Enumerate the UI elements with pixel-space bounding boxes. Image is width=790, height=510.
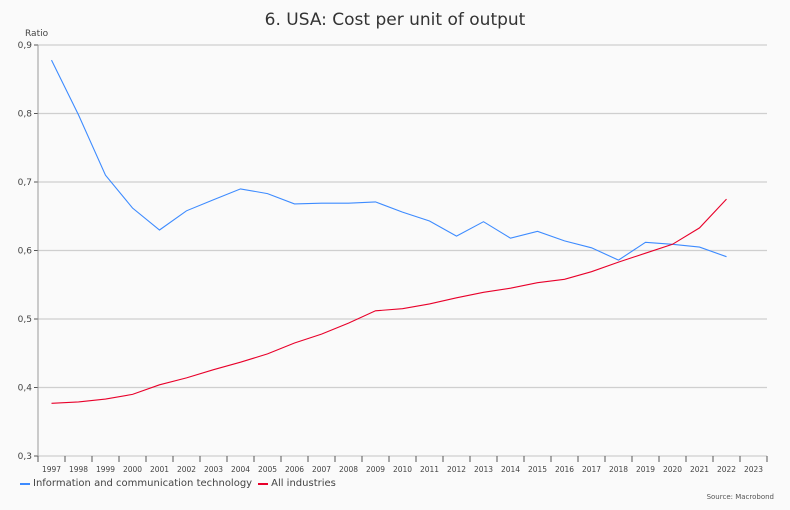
y-tick-label: 0,4 <box>18 384 33 394</box>
legend-label-all-industries: All industries <box>271 478 336 489</box>
legend-item-all-industries: All industries <box>258 478 336 489</box>
x-tick-label: 2011 <box>420 465 439 474</box>
chart-title: 6. USA: Cost per unit of output <box>264 10 526 30</box>
y-tick-label: 0,6 <box>18 247 33 257</box>
x-tick-label: 1998 <box>69 465 88 474</box>
x-tick-label: 2009 <box>366 465 385 474</box>
x-tick-label: 2012 <box>447 465 466 474</box>
legend-item-ict: Information and communication technology <box>20 478 252 489</box>
x-tick-label: 1997 <box>42 465 61 474</box>
x-tick-label: 2006 <box>285 465 304 474</box>
series-line-all-industries <box>51 198 727 404</box>
x-tick-label: 2017 <box>582 465 601 474</box>
x-tick-label: 2023 <box>744 465 763 474</box>
x-tick-label: 2015 <box>528 465 547 474</box>
legend: Information and communication technology… <box>20 478 336 489</box>
y-tick-label: 0,3 <box>18 452 32 462</box>
x-tick-label: 2019 <box>636 465 655 474</box>
x-tick-label: 2003 <box>204 465 223 474</box>
series-line-ict <box>51 59 727 261</box>
y-tick-label: 0,8 <box>18 110 33 120</box>
x-tick-label: 2008 <box>339 465 358 474</box>
x-tick-label: 2016 <box>555 465 574 474</box>
x-tick-label: 2001 <box>150 465 169 474</box>
legend-swatch-ict <box>20 482 30 485</box>
x-tick-label: 2022 <box>717 465 736 474</box>
x-tick-label: 2004 <box>231 465 250 474</box>
x-tick-label: 2013 <box>474 465 493 474</box>
x-tick-label: 2020 <box>663 465 682 474</box>
x-tick-label: 2000 <box>123 465 142 474</box>
x-tick-label: 2021 <box>690 465 709 474</box>
x-tick-label: 2005 <box>258 465 277 474</box>
x-tick-label: 2007 <box>312 465 331 474</box>
y-tick-label: 0,5 <box>18 315 32 325</box>
legend-swatch-all-industries <box>258 482 269 485</box>
x-tick-label: 2018 <box>609 465 628 474</box>
legend-label-ict: Information and communication technology <box>33 478 253 489</box>
x-tick-label: 2010 <box>393 465 412 474</box>
x-tick-label: 1999 <box>96 465 115 474</box>
y-tick-label: 0,9 <box>18 41 33 51</box>
source-note: Source: Macrobond <box>706 493 774 501</box>
x-tick-label: 2002 <box>177 465 196 474</box>
y-axis-label: Ratio <box>25 29 49 39</box>
x-tick-label: 2014 <box>501 465 520 474</box>
y-tick-label: 0,7 <box>18 178 32 188</box>
